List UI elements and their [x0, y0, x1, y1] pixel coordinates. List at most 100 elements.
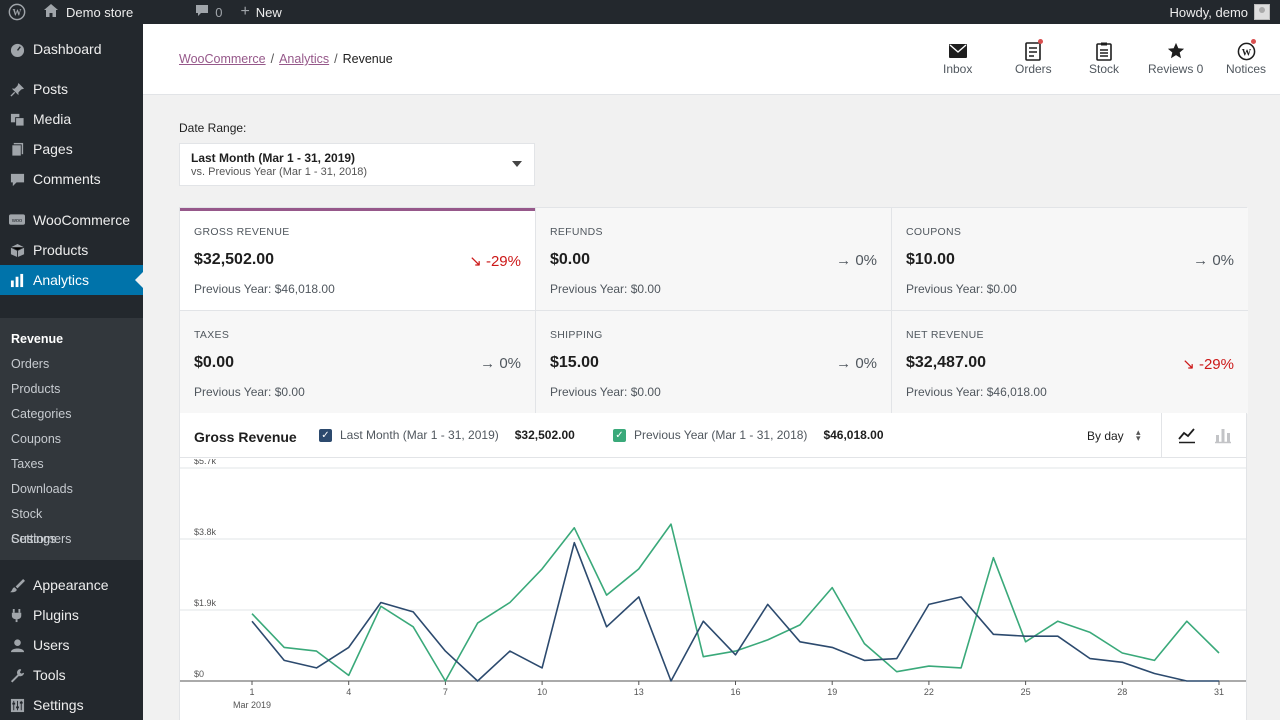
x-tick-label: 31: [1214, 687, 1224, 697]
y-tick-label: $0: [194, 669, 204, 679]
card-previous: Previous Year: $0.00: [194, 385, 305, 399]
legend-label: Previous Year (Mar 1 - 31, 2018): [634, 428, 808, 442]
inbox-icon: [947, 40, 969, 62]
card-previous: Previous Year: $0.00: [550, 282, 661, 296]
card-delta-value: 0%: [855, 252, 877, 269]
menu-posts[interactable]: Posts: [0, 74, 143, 104]
legend-previous-period[interactable]: ✓ Previous Year (Mar 1 - 31, 2018) $46,0…: [613, 428, 884, 442]
new-label: New: [255, 4, 282, 20]
menu-settings[interactable]: Settings: [0, 690, 143, 720]
card-delta: → 0%: [480, 355, 521, 372]
wordpress-logo-icon[interactable]: W: [0, 0, 34, 24]
arrow-right-icon: →: [836, 355, 852, 372]
menu-analytics-label: Analytics: [33, 272, 90, 288]
arrow-right-icon: →: [480, 355, 496, 372]
notices-label: Notices: [1226, 62, 1267, 76]
submenu-customers[interactable]: Customers: [11, 532, 72, 546]
svg-text:woo: woo: [11, 217, 22, 223]
bar-chart-icon[interactable]: [1214, 426, 1232, 449]
series-line-previous-period: [251, 523, 1220, 682]
menu-plugins[interactable]: Plugins: [0, 600, 143, 630]
stock-clipboard-icon: [1093, 40, 1115, 62]
reviews-button[interactable]: Reviews 0: [1148, 40, 1203, 82]
avatar: [1254, 4, 1270, 20]
revenue-line-chart: $0 $1.9k $3.8k $5.7k 1 4 7 10 13 16 19 22 25 28 31 Mar …: [180, 459, 1246, 710]
notices-notification-dot: [1251, 39, 1256, 44]
menu-dashboard[interactable]: Dashboard: [0, 34, 143, 64]
line-chart-icon[interactable]: [1178, 426, 1196, 449]
submenu-revenue[interactable]: Revenue: [11, 332, 64, 346]
stock-button[interactable]: Stock: [1089, 40, 1119, 82]
card-delta: ↘ -29%: [1182, 355, 1234, 373]
new-content-link[interactable]: + New: [232, 0, 289, 24]
menu-users[interactable]: Users: [0, 630, 143, 660]
bar-chart-icon: [9, 272, 25, 288]
orders-button[interactable]: Orders: [1015, 39, 1052, 82]
submenu-coupons[interactable]: Coupons: [11, 432, 62, 446]
card-label: REFUNDS: [550, 226, 603, 238]
analytics-submenu: Revenue Orders Products Categories Coupo…: [0, 318, 143, 560]
breadcrumb-current: Revenue: [342, 52, 393, 66]
breadcrumb-separator: /: [334, 52, 338, 66]
inbox-label: Inbox: [943, 62, 973, 76]
orders-page-icon: [1022, 39, 1044, 62]
summary-card-refunds[interactable]: REFUNDS $0.00 → 0% Previous Year: $0.00: [536, 208, 892, 311]
card-value: $0.00: [194, 354, 235, 371]
card-delta-value: 0%: [499, 355, 521, 372]
chart-panel: Gross Revenue ✓ Last Month (Mar 1 - 31, …: [179, 413, 1247, 720]
x-tick-label: 1: [249, 687, 254, 697]
menu-pages-label: Pages: [33, 141, 73, 157]
menu-analytics[interactable]: Analytics: [0, 265, 143, 295]
date-range-picker[interactable]: Last Month (Mar 1 - 31, 2019) vs. Previo…: [179, 143, 535, 186]
plus-icon: +: [240, 3, 250, 20]
summary-card-taxes[interactable]: TAXES $0.00 → 0% Previous Year: $0.00: [180, 311, 536, 414]
card-previous: Previous Year: $46,018.00: [906, 385, 1047, 399]
summary-card-net-revenue[interactable]: NET REVENUE $32,487.00 ↘ -29% Previous Y…: [892, 311, 1248, 414]
summary-card-gross-revenue[interactable]: GROSS REVENUE $32,502.00 ↘ -29% Previous…: [180, 208, 536, 311]
menu-products[interactable]: Products: [0, 235, 143, 265]
summary-card-coupons[interactable]: COUPONS $10.00 → 0% Previous Year: $0.00: [892, 208, 1248, 311]
breadcrumb-analytics-link[interactable]: Analytics: [279, 52, 330, 66]
submenu-taxes[interactable]: Taxes: [11, 457, 44, 471]
legend-current-period[interactable]: ✓ Last Month (Mar 1 - 31, 2019) $32,502.…: [319, 428, 575, 442]
menu-pages[interactable]: Pages: [0, 134, 143, 164]
menu-comments-label: Comments: [33, 171, 101, 187]
breadcrumb-woocommerce-link[interactable]: WooCommerce: [179, 52, 266, 66]
card-delta: → 0%: [836, 252, 877, 269]
pushpin-icon: [9, 81, 25, 97]
my-account-link[interactable]: Howdy, demo: [1161, 0, 1280, 24]
submenu-downloads[interactable]: Downloads: [11, 482, 73, 496]
breadcrumb-separator: /: [270, 52, 275, 66]
x-tick-label: 16: [730, 687, 740, 697]
menu-woocommerce[interactable]: woo WooCommerce: [0, 205, 143, 235]
card-previous: Previous Year: $0.00: [550, 385, 661, 399]
interval-select[interactable]: By day: [1087, 429, 1124, 443]
site-name-link[interactable]: Demo store: [34, 0, 141, 24]
admin-sidebar: Dashboard Posts Media Pages Comments woo…: [0, 24, 143, 720]
submenu-settings-visible[interactable]: Settings: [11, 532, 57, 546]
submenu-stock[interactable]: Stock: [11, 507, 43, 521]
submenu-orders[interactable]: Orders: [11, 357, 50, 371]
menu-media[interactable]: Media: [0, 104, 143, 134]
menu-comments[interactable]: Comments: [0, 164, 143, 194]
date-range-main: Last Month (Mar 1 - 31, 2019): [191, 151, 356, 165]
arrow-down-right-icon: ↘: [469, 253, 482, 270]
legend-total: $32,502.00: [514, 428, 575, 442]
card-value: $0.00: [550, 251, 591, 268]
checkbox-checked-icon[interactable]: ✓: [613, 428, 626, 442]
menu-appearance-label: Appearance: [33, 577, 109, 593]
x-tick-label: 4: [346, 687, 351, 697]
caret-down-icon: [512, 161, 522, 167]
y-tick-label: $3.8k: [194, 527, 217, 537]
comments-link[interactable]: 0: [187, 0, 230, 24]
submenu-categories[interactable]: Categories: [11, 407, 72, 421]
summary-card-shipping[interactable]: SHIPPING $15.00 → 0% Previous Year: $0.0…: [536, 311, 892, 414]
menu-tools[interactable]: Tools: [0, 660, 143, 690]
submenu-products[interactable]: Products: [11, 382, 61, 396]
inbox-button[interactable]: Inbox: [943, 40, 972, 82]
notices-button[interactable]: W Notices: [1226, 39, 1267, 82]
checkbox-checked-icon[interactable]: ✓: [319, 428, 332, 442]
menu-appearance[interactable]: Appearance: [0, 570, 143, 600]
arrow-right-icon: →: [1193, 252, 1209, 269]
card-label: TAXES: [194, 329, 230, 341]
